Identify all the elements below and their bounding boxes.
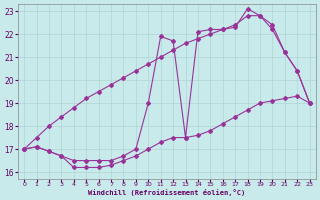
X-axis label: Windchill (Refroidissement éolien,°C): Windchill (Refroidissement éolien,°C) [88,189,245,196]
